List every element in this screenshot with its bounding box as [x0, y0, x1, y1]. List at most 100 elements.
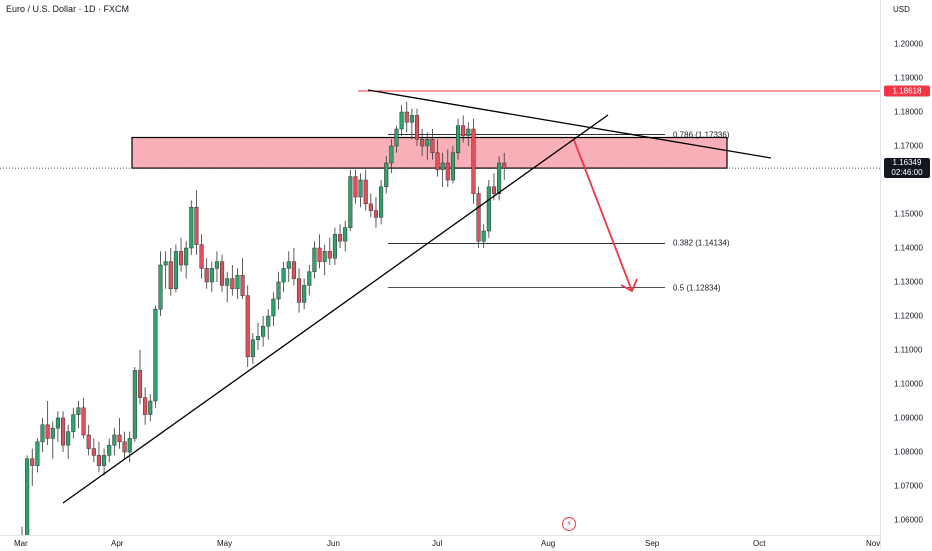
candle-body [486, 186, 491, 232]
candle-body [199, 244, 204, 269]
candle-body [435, 152, 440, 171]
candle-body [178, 251, 184, 266]
candle-body [281, 268, 286, 283]
time-tick: Nov [866, 539, 881, 548]
price-tick: 1.18000 [894, 107, 923, 117]
candle-body [491, 186, 497, 194]
time-tick: May [217, 539, 233, 548]
candle-body [322, 251, 327, 262]
level-price-badge: 1.18618 [884, 85, 930, 97]
candle-body [45, 424, 50, 439]
candle-body [35, 441, 40, 466]
candle-body [40, 424, 45, 443]
candle-body [471, 128, 476, 194]
candle-body [266, 315, 271, 327]
candle-body [312, 247, 317, 273]
candle-body [225, 278, 230, 286]
candle-body [50, 427, 55, 439]
fib-label-0382: 0.382 (1.14134) [673, 238, 730, 248]
candle-body [476, 193, 481, 242]
price-axis[interactable] [880, 0, 932, 550]
candle-body [194, 206, 199, 245]
price-tick: 1.12000 [894, 311, 923, 321]
candle-body [230, 278, 235, 290]
candle-body [497, 162, 502, 194]
price-tick: 1.17000 [894, 141, 923, 151]
bar-countdown: 02:46:00 [891, 168, 923, 178]
candle-body [286, 261, 291, 269]
price-tick: 1.14000 [894, 243, 923, 253]
candle-body [127, 438, 132, 453]
candle-body [137, 370, 143, 398]
price-tick: 1.08000 [894, 447, 923, 457]
candle-body [445, 162, 450, 181]
candle-body [348, 176, 353, 228]
candle-body [461, 125, 466, 137]
candle-body [502, 162, 507, 169]
candle-body [132, 370, 137, 439]
candle-body [368, 203, 373, 211]
candle-body [271, 298, 276, 317]
candle-body [343, 227, 348, 242]
candle-body [373, 210, 379, 218]
candle-body [112, 434, 117, 446]
candle-body [425, 138, 430, 147]
price-tick: 1.11000 [894, 345, 923, 355]
price-tick: 1.10000 [894, 379, 923, 389]
current-price: 1.16349 [892, 158, 922, 168]
current-price-badge: 1.16349 02:46:00 [884, 158, 930, 179]
fib-label-05: 0.5 (1.12834) [673, 283, 721, 293]
candle-body [60, 417, 66, 446]
candle-body [481, 230, 486, 242]
candle-body [86, 434, 91, 449]
projection-arrow [573, 139, 633, 292]
candle-body [235, 274, 240, 290]
candle-body [158, 264, 163, 310]
candle-body [76, 407, 81, 415]
candle-body [153, 308, 158, 402]
candle-body [456, 125, 461, 154]
descending-trendline [367, 89, 772, 159]
candle-body [450, 152, 455, 181]
candle-body [55, 417, 60, 429]
candle-body [389, 145, 394, 164]
lightning-icon[interactable]: ⚡ [562, 517, 576, 531]
projection-arrowhead [620, 278, 638, 293]
time-axis[interactable] [0, 535, 880, 551]
candle-body [250, 339, 255, 358]
candle-body [122, 441, 127, 453]
candle-body [261, 325, 266, 337]
candle-body [394, 128, 399, 147]
candle-body [168, 261, 173, 290]
candle-body [379, 186, 384, 218]
time-tick: Jul [432, 539, 443, 548]
candle-body [30, 458, 35, 466]
candle-body [440, 162, 445, 171]
time-tick: Mar [14, 539, 28, 548]
price-tick: 1.19000 [894, 73, 923, 83]
candle-body [399, 111, 404, 130]
candle-body [25, 458, 30, 535]
time-tick: Jun [327, 539, 340, 548]
candle-body [96, 455, 102, 466]
chart-title: Euro / U.S. Dollar · 1D · FXCM [6, 4, 130, 14]
candle-body [81, 407, 86, 436]
candle-body [71, 414, 76, 432]
candle-body [353, 176, 358, 198]
candle-body [220, 261, 225, 286]
candle-body [148, 400, 153, 415]
time-tick: Aug [541, 539, 556, 548]
candle-body [404, 111, 409, 123]
candle-body [204, 268, 209, 283]
plot-area[interactable] [0, 0, 880, 535]
time-tick: Sep [645, 539, 660, 548]
price-tick: 1.15000 [894, 209, 923, 219]
candle-body [409, 115, 414, 123]
candle-body [240, 274, 245, 296]
candle-body [107, 444, 112, 456]
candle-body [91, 448, 96, 456]
candle-body [363, 179, 368, 205]
candle-body [317, 247, 322, 262]
candle-body [420, 138, 425, 147]
